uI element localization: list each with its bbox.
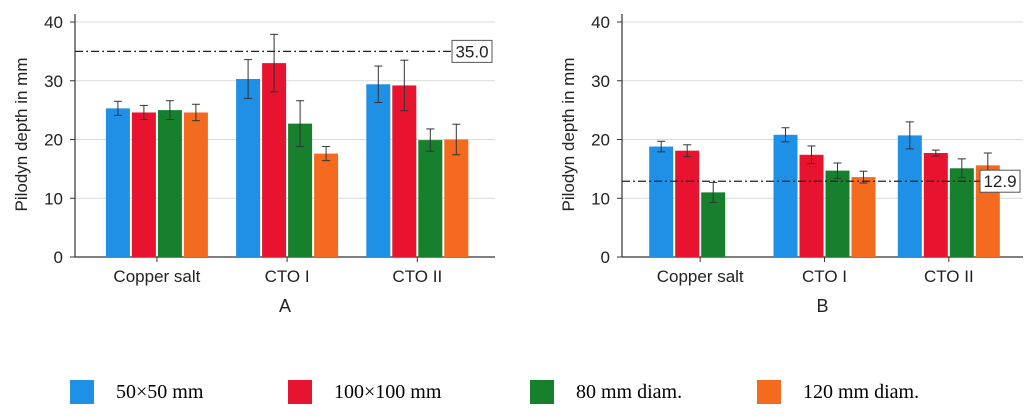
y-tick-label: 10 (591, 189, 610, 208)
panel-label: B (816, 296, 828, 316)
reference-label-box (451, 39, 493, 63)
bar (366, 84, 391, 258)
bar (236, 78, 261, 257)
bar (157, 110, 182, 257)
bar (105, 108, 130, 257)
reference-label: 35.0 (455, 42, 488, 61)
legend-swatch-100x100 (288, 380, 312, 404)
legend-swatch-80mm (530, 380, 554, 404)
bar (701, 192, 726, 257)
legend: 50×50 mm 100×100 mm 80 mm diam. 120 mm d… (0, 380, 1033, 416)
y-tick-label: 0 (601, 248, 610, 267)
legend-label-120mm: 120 mm diam. (803, 380, 920, 403)
x-tick-label: CTO I (265, 267, 310, 286)
legend-item-50x50: 50×50 mm (70, 380, 203, 404)
bar (131, 112, 156, 257)
bar (799, 154, 824, 257)
legend-label-100x100: 100×100 mm (334, 380, 442, 403)
reference-label-box (979, 169, 1021, 193)
bar (825, 170, 850, 257)
legend-item-100x100: 100×100 mm (288, 380, 441, 404)
chart-panel-b: 0 10 20 30 40 Pilodyn depth in mm Copper salt C… (559, 13, 1023, 316)
y-tick-label: 40 (44, 13, 63, 32)
legend-item-120mm: 120 mm diam. (757, 380, 919, 404)
y-tick-label: 30 (44, 72, 63, 91)
bar (851, 177, 876, 257)
y-tick-label: 40 (591, 13, 610, 32)
legend-label-50x50: 50×50 mm (116, 380, 204, 403)
bar (418, 140, 443, 257)
bar (183, 112, 208, 257)
legend-swatch-120mm (757, 380, 781, 404)
bar (675, 150, 700, 257)
bar (923, 153, 948, 257)
y-tick-label: 20 (44, 131, 63, 150)
x-tick-label: Copper salt (113, 267, 200, 286)
bar (649, 146, 674, 257)
legend-swatch-50x50 (70, 380, 94, 404)
bar (773, 134, 798, 257)
bar (314, 153, 339, 257)
x-tick-label: CTO I (802, 267, 847, 286)
bar (444, 139, 469, 257)
chart-panel-a: 0 10 20 30 40 Pilodyn depth in mm Copper salt C… (12, 13, 495, 316)
y-tick-label: 0 (54, 248, 63, 267)
panel-label: A (279, 296, 291, 316)
bar (949, 168, 974, 257)
bar (897, 135, 922, 257)
x-tick-label: CTO II (924, 267, 974, 286)
y-tick-label: 10 (44, 189, 63, 208)
charts-canvas: 0 10 20 30 40 Pilodyn depth in mm Copper salt C… (12, 13, 1023, 316)
reference-label: 12.9 (983, 172, 1016, 191)
y-axis-title: Pilodyn depth in mm (559, 57, 578, 211)
legend-label-80mm: 80 mm diam. (576, 380, 683, 403)
x-tick-label: Copper salt (657, 267, 744, 286)
bar (262, 63, 287, 257)
y-axis-title: Pilodyn depth in mm (12, 57, 31, 211)
x-tick-label: CTO II (392, 267, 442, 286)
legend-item-80mm: 80 mm diam. (530, 380, 682, 404)
bar (392, 85, 417, 257)
y-tick-label: 20 (591, 131, 610, 150)
y-tick-label: 30 (591, 72, 610, 91)
